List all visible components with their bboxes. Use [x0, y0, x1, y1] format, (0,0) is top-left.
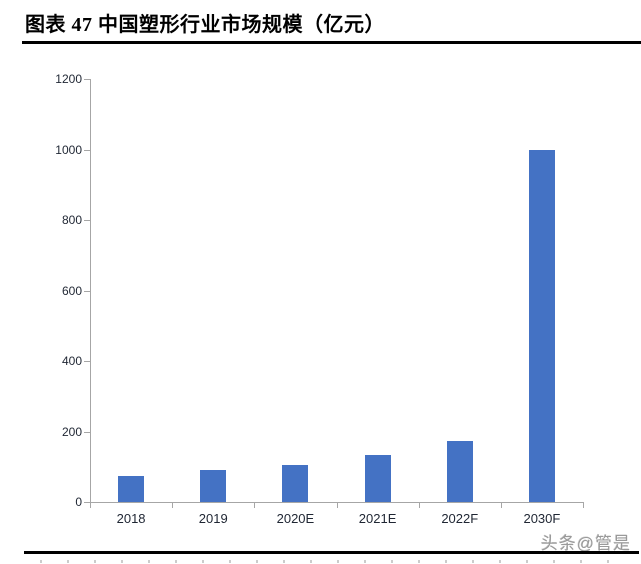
bar-2022F — [446, 441, 473, 502]
y-axis-tick-label: 200 — [61, 424, 82, 439]
y-axis-tick-label: 1200 — [55, 72, 82, 86]
y-axis-tick — [84, 290, 91, 292]
watermark: 头条@管是 — [540, 534, 631, 553]
title-underline — [22, 41, 641, 44]
x-axis-label: 2019 — [198, 511, 228, 526]
y-axis-tick-label: 600 — [61, 283, 82, 298]
x-axis-label: 2021E — [358, 511, 397, 526]
bar-2030F — [528, 149, 555, 502]
x-axis-label: 2020E — [276, 511, 315, 526]
y-axis-tick — [84, 431, 91, 433]
y-axis-tick — [84, 149, 91, 151]
x-axis-label: 2022F — [441, 511, 479, 526]
chart-title: 图表 47 中国塑形行业市场规模（亿元） — [25, 14, 385, 36]
y-axis-tick-label: 1000 — [55, 142, 82, 157]
y-axis-tick — [84, 361, 91, 362]
x-axis-label: 2018 — [116, 511, 146, 526]
y-axis-tick — [84, 220, 91, 221]
cropped-text-remnant — [40, 560, 630, 563]
x-axis-tick — [583, 503, 584, 508]
x-axis-tick — [172, 503, 174, 508]
x-axis-tick — [90, 503, 91, 508]
bottom-divider — [24, 551, 639, 554]
y-axis-tick-label: 0 — [75, 495, 82, 509]
y-axis-tick-label: 400 — [61, 354, 82, 368]
x-axis-tick — [418, 503, 420, 508]
bar-2021E — [364, 455, 391, 502]
bar-2018 — [118, 476, 145, 502]
y-axis-tick-label: 800 — [61, 213, 82, 227]
y-axis-tick — [84, 502, 91, 503]
x-axis-tick — [254, 503, 256, 508]
y-axis-tick — [84, 79, 91, 80]
x-axis-label: 2030F — [523, 511, 561, 526]
x-axis-tick — [336, 503, 338, 508]
x-axis-tick — [500, 503, 502, 508]
bar-2020E — [282, 464, 309, 502]
bar-2019 — [200, 470, 227, 502]
x-axis-line — [90, 502, 584, 503]
